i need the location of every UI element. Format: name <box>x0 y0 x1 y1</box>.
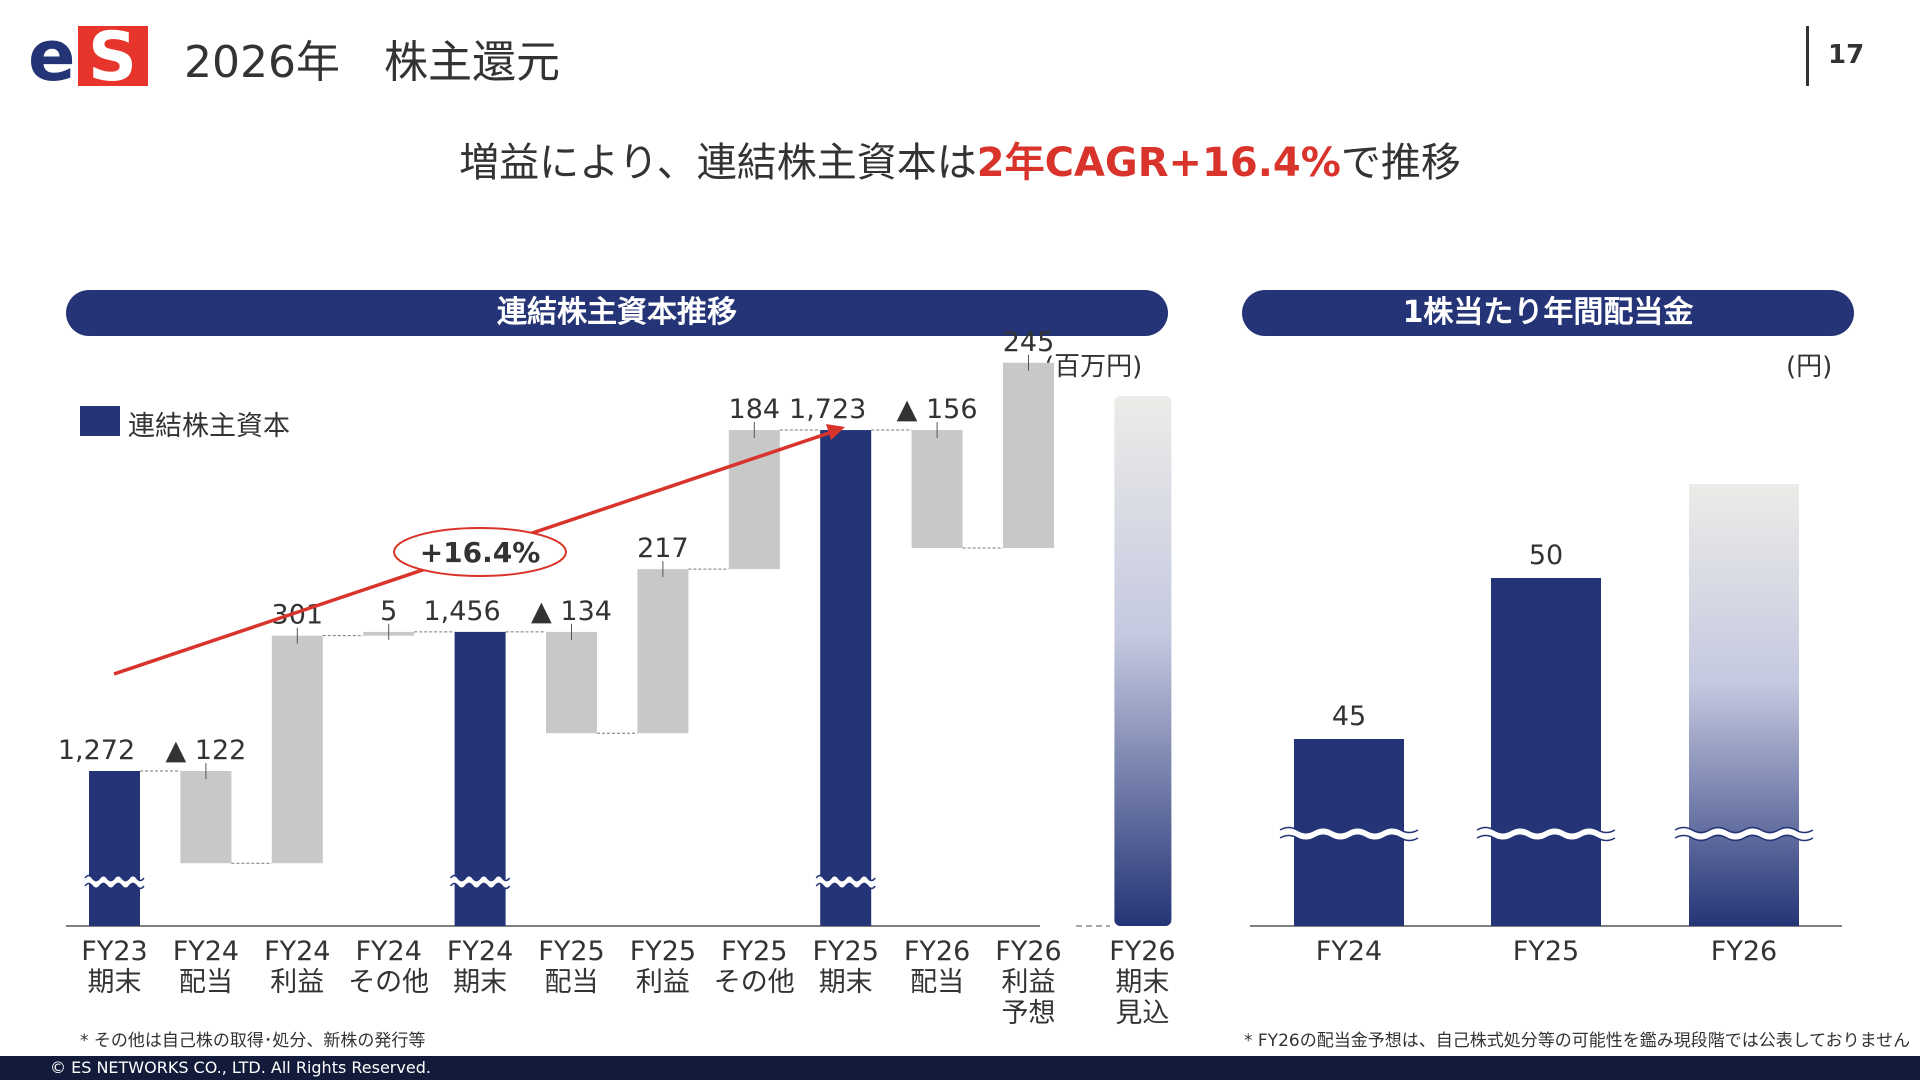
dividend-bar-1 <box>1491 578 1601 926</box>
dividend-axis-break-0-edge-top <box>1279 826 1419 834</box>
equity-value-label-1: ▲ 122 <box>165 735 246 766</box>
equity-category-1-0: FY24 <box>173 936 239 967</box>
equity-footnote: * その他は自己株の取得･処分、新株の発行等 <box>80 1031 426 1051</box>
equity-category-3-0: FY24 <box>356 936 422 967</box>
equity-category-6-0: FY25 <box>630 936 696 967</box>
growth-trend-arrowhead <box>826 424 845 440</box>
equity-axis-break-8 <box>813 876 878 888</box>
equity-value-label-9: ▲ 156 <box>897 394 978 425</box>
equity-category-7-0: FY25 <box>721 936 787 967</box>
equity-category-5-0: FY25 <box>538 936 604 967</box>
dividend-axis-break-2-edge-bottom <box>1674 834 1814 842</box>
equity-bar-0 <box>89 771 140 926</box>
equity-category-10-2: 予想 <box>1002 998 1056 1029</box>
equity-value-label-4: 1,456 <box>423 596 500 627</box>
equity-axis-break-4-edge-top <box>449 874 511 882</box>
equity-category-8-0: FY25 <box>813 936 879 967</box>
equity-category-7-1: その他 <box>714 967 795 998</box>
headline-post: で推移 <box>1340 140 1461 186</box>
equity-value-label-6: 217 <box>637 533 689 564</box>
page-number: 17 <box>1828 40 1865 70</box>
equity-axis-break-8-edge-bottom <box>815 882 876 890</box>
equity-bar-10 <box>1003 362 1054 548</box>
equity-value-label-7: 184 <box>729 394 781 425</box>
equity-category-0-0: FY23 <box>81 936 147 967</box>
copyright: © ES NETWORKS CO., LTD. All Rights Reser… <box>50 1058 431 1077</box>
equity-axis-break-0-edge-bottom <box>84 882 145 890</box>
equity-bar-1 <box>180 771 232 864</box>
equity-axis-break-0 <box>82 876 147 888</box>
dividend-axis-break-1-edge-top <box>1476 826 1616 834</box>
dividend-axis-break-1 <box>1475 828 1617 840</box>
svg-text:e: e <box>28 24 75 88</box>
equity-category-8-1: 期末 <box>819 967 873 998</box>
equity-value-label-3: 5 <box>380 596 397 627</box>
dividend-axis-break-2 <box>1673 828 1815 840</box>
equity-category-10-0: FY26 <box>995 936 1061 967</box>
equity-axis-break-0-edge-top <box>84 874 145 882</box>
equity-category-2-0: FY24 <box>264 936 330 967</box>
equity-category-2-1: 利益 <box>270 967 324 998</box>
equity-category-1-1: 配当 <box>179 967 233 998</box>
equity-axis-break-8-edge-top <box>815 874 876 882</box>
dividend-bar-2 <box>1689 484 1799 926</box>
equity-value-label-0: 1,272 <box>58 735 135 766</box>
cagr-callout-ellipse <box>393 527 567 577</box>
headline-pre: 増益により、連結株主資本は <box>459 140 977 186</box>
footer-bar <box>0 1056 1920 1080</box>
dividend-bar-chart: 45 FY24 50 FY25 FY26 <box>1250 484 1842 967</box>
equity-bar-9 <box>911 430 963 548</box>
equity-bar-8 <box>820 430 872 926</box>
equity-category-0-1: 期末 <box>88 967 142 998</box>
equity-category-9-1: 配当 <box>910 967 964 998</box>
svg-text:S: S <box>88 24 137 88</box>
dividend-chart-title: 1株当たり年間配当金 <box>1242 290 1854 336</box>
equity-category-6-1: 利益 <box>636 967 690 998</box>
dividend-axis-break-2-edge-top <box>1674 826 1814 834</box>
legend-label: 連結株主資本 <box>128 411 290 442</box>
dividend-axis-break-1-edge-bottom <box>1476 834 1616 842</box>
equity-bar-6 <box>637 569 689 734</box>
dividend-category-2: FY26 <box>1711 936 1777 967</box>
dividend-axis-break-0 <box>1278 828 1420 840</box>
equity-category-4-0: FY24 <box>447 936 513 967</box>
equity-value-label-8: 1,723 <box>789 394 866 425</box>
dividend-footnote: * FY26の配当金予想は、自己株式処分等の可能性を鑑み現段階では公表しておりま… <box>1244 1031 1911 1051</box>
dividend-unit-label: (円) <box>1786 352 1833 382</box>
company-logo: e S <box>28 24 148 88</box>
equity-unit-label: (百万円) <box>1044 352 1143 382</box>
equity-category-11-0: FY26 <box>1109 936 1175 967</box>
equity-category-4-1: 期末 <box>453 967 507 998</box>
equity-category-5-1: 配当 <box>545 967 599 998</box>
dividend-category-0: FY24 <box>1316 936 1382 967</box>
equity-chart-title: 連結株主資本推移 <box>66 290 1168 336</box>
legend-swatch <box>80 406 120 436</box>
headline: 増益により、連結株主資本は2年CAGR+16.4%で推移 <box>0 130 1920 188</box>
equity-bar-2 <box>271 635 323 864</box>
equity-category-11-1: 期末 <box>1115 967 1169 998</box>
equity-category-9-0: FY26 <box>904 936 970 967</box>
equity-axis-break-4-edge-bottom <box>449 882 511 890</box>
dividend-axis-break-0-edge-bottom <box>1279 834 1419 842</box>
equity-bar-5 <box>546 631 597 734</box>
page-number-divider <box>1806 26 1809 86</box>
dividend-value-label-1: 50 <box>1529 540 1563 571</box>
equity-category-3-1: その他 <box>348 967 429 998</box>
equity-bar-11 <box>1114 396 1172 926</box>
equity-category-10-1: 利益 <box>1002 967 1056 998</box>
equity-value-label-10: 245 <box>1003 327 1055 358</box>
dividend-value-label-0: 45 <box>1332 701 1366 732</box>
equity-category-11-2: 見込 <box>1115 998 1169 1029</box>
equity-axis-break-4 <box>448 876 513 888</box>
equity-value-label-5: ▲ 134 <box>531 596 612 627</box>
page-title: 2026年 株主還元 <box>184 37 560 88</box>
headline-highlight: 2年CAGR+16.4% <box>976 140 1341 186</box>
dividend-category-1: FY25 <box>1513 936 1579 967</box>
cagr-callout-text: +16.4% <box>420 536 541 569</box>
